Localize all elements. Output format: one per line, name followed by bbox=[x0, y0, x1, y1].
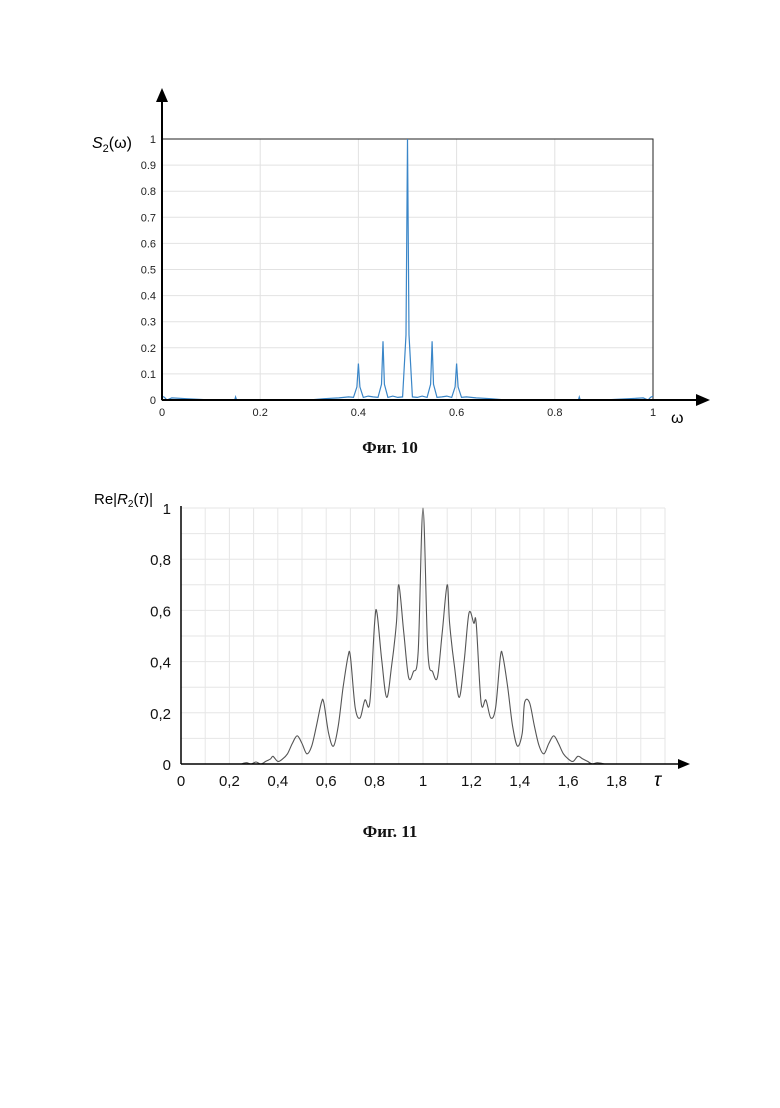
fig10-y-tick-label: 0.9 bbox=[141, 160, 156, 172]
fig10-y-tick-label: 0.1 bbox=[141, 369, 156, 381]
figure-11-caption: Фиг. 11 bbox=[0, 822, 780, 842]
figure-11-y-axis-label: Re|R2(τ)| bbox=[94, 491, 153, 510]
fig11-x-tick-label: 1,6 bbox=[558, 773, 579, 790]
fig11-x-tick-label: 0 bbox=[177, 773, 185, 790]
fig10-x-tick-label: 0.8 bbox=[547, 407, 562, 419]
fig11-y-tick-label: 0,2 bbox=[150, 706, 171, 723]
fig10-y-tick-label: 0 bbox=[150, 395, 156, 407]
fig11-y-tick-label: 0,6 bbox=[150, 603, 171, 620]
fig10-x-tick-label: 1 bbox=[650, 407, 656, 419]
fig11-x-tick-label: 1,2 bbox=[461, 773, 482, 790]
fig11-y-tick-label: 0,8 bbox=[150, 552, 171, 569]
figure-10-y-arrowhead bbox=[156, 88, 168, 102]
fig10-y-tick-label: 0.2 bbox=[141, 343, 156, 355]
figure-10-x-ticks: 0 0.2 0.4 0.6 0.8 1 bbox=[159, 407, 656, 419]
fig10-y-tick-label: 0.6 bbox=[141, 238, 156, 250]
figure-10-y-ticks: 0 0.1 0.2 0.3 0.4 0.5 0.6 0.7 0.8 0.9 1 bbox=[141, 134, 156, 407]
fig10-y-tick-label: 0.8 bbox=[141, 186, 156, 198]
figure-10-caption: Фиг. 10 bbox=[0, 438, 780, 458]
figure-10-chart: 0 0.1 0.2 0.3 0.4 0.5 0.6 0.7 0.8 0.9 1 0 0.2 0.4 0.6… bbox=[92, 88, 710, 427]
fig11-y-tick-label: 0 bbox=[163, 757, 171, 774]
figure-10-x-arrowhead bbox=[696, 394, 710, 406]
figure-11-y-ticks: 0 0,2 0,4 0,6 0,8 1 bbox=[150, 501, 171, 774]
figure-11-chart: 0 0,2 0,4 0,6 0,8 1 0 0,2 0,4 0,6 0,8 1 1,2 1,4 1,6 1,… bbox=[94, 491, 690, 791]
figure-11-grid bbox=[181, 508, 665, 764]
fig10-y-tick-label: 0.7 bbox=[141, 212, 156, 224]
figure-10-x-axis-label: ω bbox=[671, 410, 684, 427]
fig10-y-tick-label: 0.4 bbox=[141, 291, 156, 303]
fig10-x-tick-label: 0 bbox=[159, 407, 165, 419]
figure-11-x-ticks: 0 0,2 0,4 0,6 0,8 1 1,2 1,4 1,6 1,8 bbox=[177, 773, 627, 790]
fig10-y-tick-label: 1 bbox=[150, 134, 156, 146]
figure-11-axes bbox=[181, 506, 690, 769]
fig10-y-tick-label: 0.5 bbox=[141, 265, 156, 277]
figure-10-y-axis-label: S2(ω) bbox=[92, 135, 132, 155]
fig11-x-tick-label: 1,4 bbox=[509, 773, 530, 790]
fig11-x-tick-label: 0,6 bbox=[316, 773, 337, 790]
fig11-y-tick-label: 1 bbox=[163, 501, 171, 518]
fig11-x-tick-label: 1,8 bbox=[606, 773, 627, 790]
fig11-x-tick-label: 1 bbox=[419, 773, 427, 790]
figure-11-x-arrowhead bbox=[678, 759, 690, 769]
fig10-x-tick-label: 0.4 bbox=[351, 407, 366, 419]
fig11-x-tick-label: 0,4 bbox=[267, 773, 288, 790]
fig10-x-tick-label: 0.2 bbox=[253, 407, 268, 419]
fig10-x-tick-label: 0.6 bbox=[449, 407, 464, 419]
fig11-y-tick-label: 0,4 bbox=[150, 655, 171, 672]
fig10-y-tick-label: 0.3 bbox=[141, 317, 156, 329]
figure-11-x-axis-label: τ bbox=[654, 770, 663, 791]
fig11-x-tick-label: 0,2 bbox=[219, 773, 240, 790]
fig11-x-tick-label: 0,8 bbox=[364, 773, 385, 790]
